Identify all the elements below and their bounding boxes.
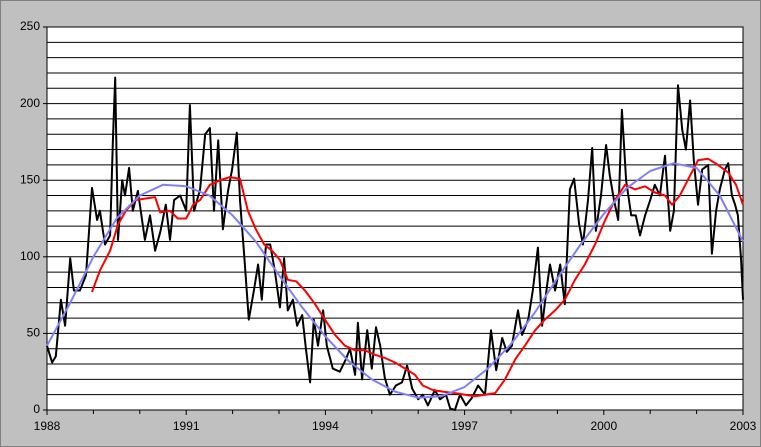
y-tick-label: 250 — [20, 19, 40, 33]
x-tick-label: 1988 — [34, 419, 61, 433]
x-tick-label: 1994 — [312, 419, 339, 433]
y-tick-label: 200 — [20, 96, 40, 110]
x-tick-label: 2003 — [730, 419, 757, 433]
plot-border — [46, 26, 744, 411]
x-tick-label: 2000 — [590, 419, 617, 433]
series-line — [91, 157, 744, 398]
x-tick-label: 1991 — [173, 419, 200, 433]
y-tick-label: 100 — [20, 249, 40, 263]
y-tick-label: 50 — [27, 326, 41, 340]
series-line — [46, 162, 744, 399]
y-tick-label: 150 — [20, 172, 40, 186]
y-tick-label: 0 — [33, 402, 40, 416]
series-line — [46, 76, 744, 411]
x-tick-label: 1997 — [451, 419, 478, 433]
